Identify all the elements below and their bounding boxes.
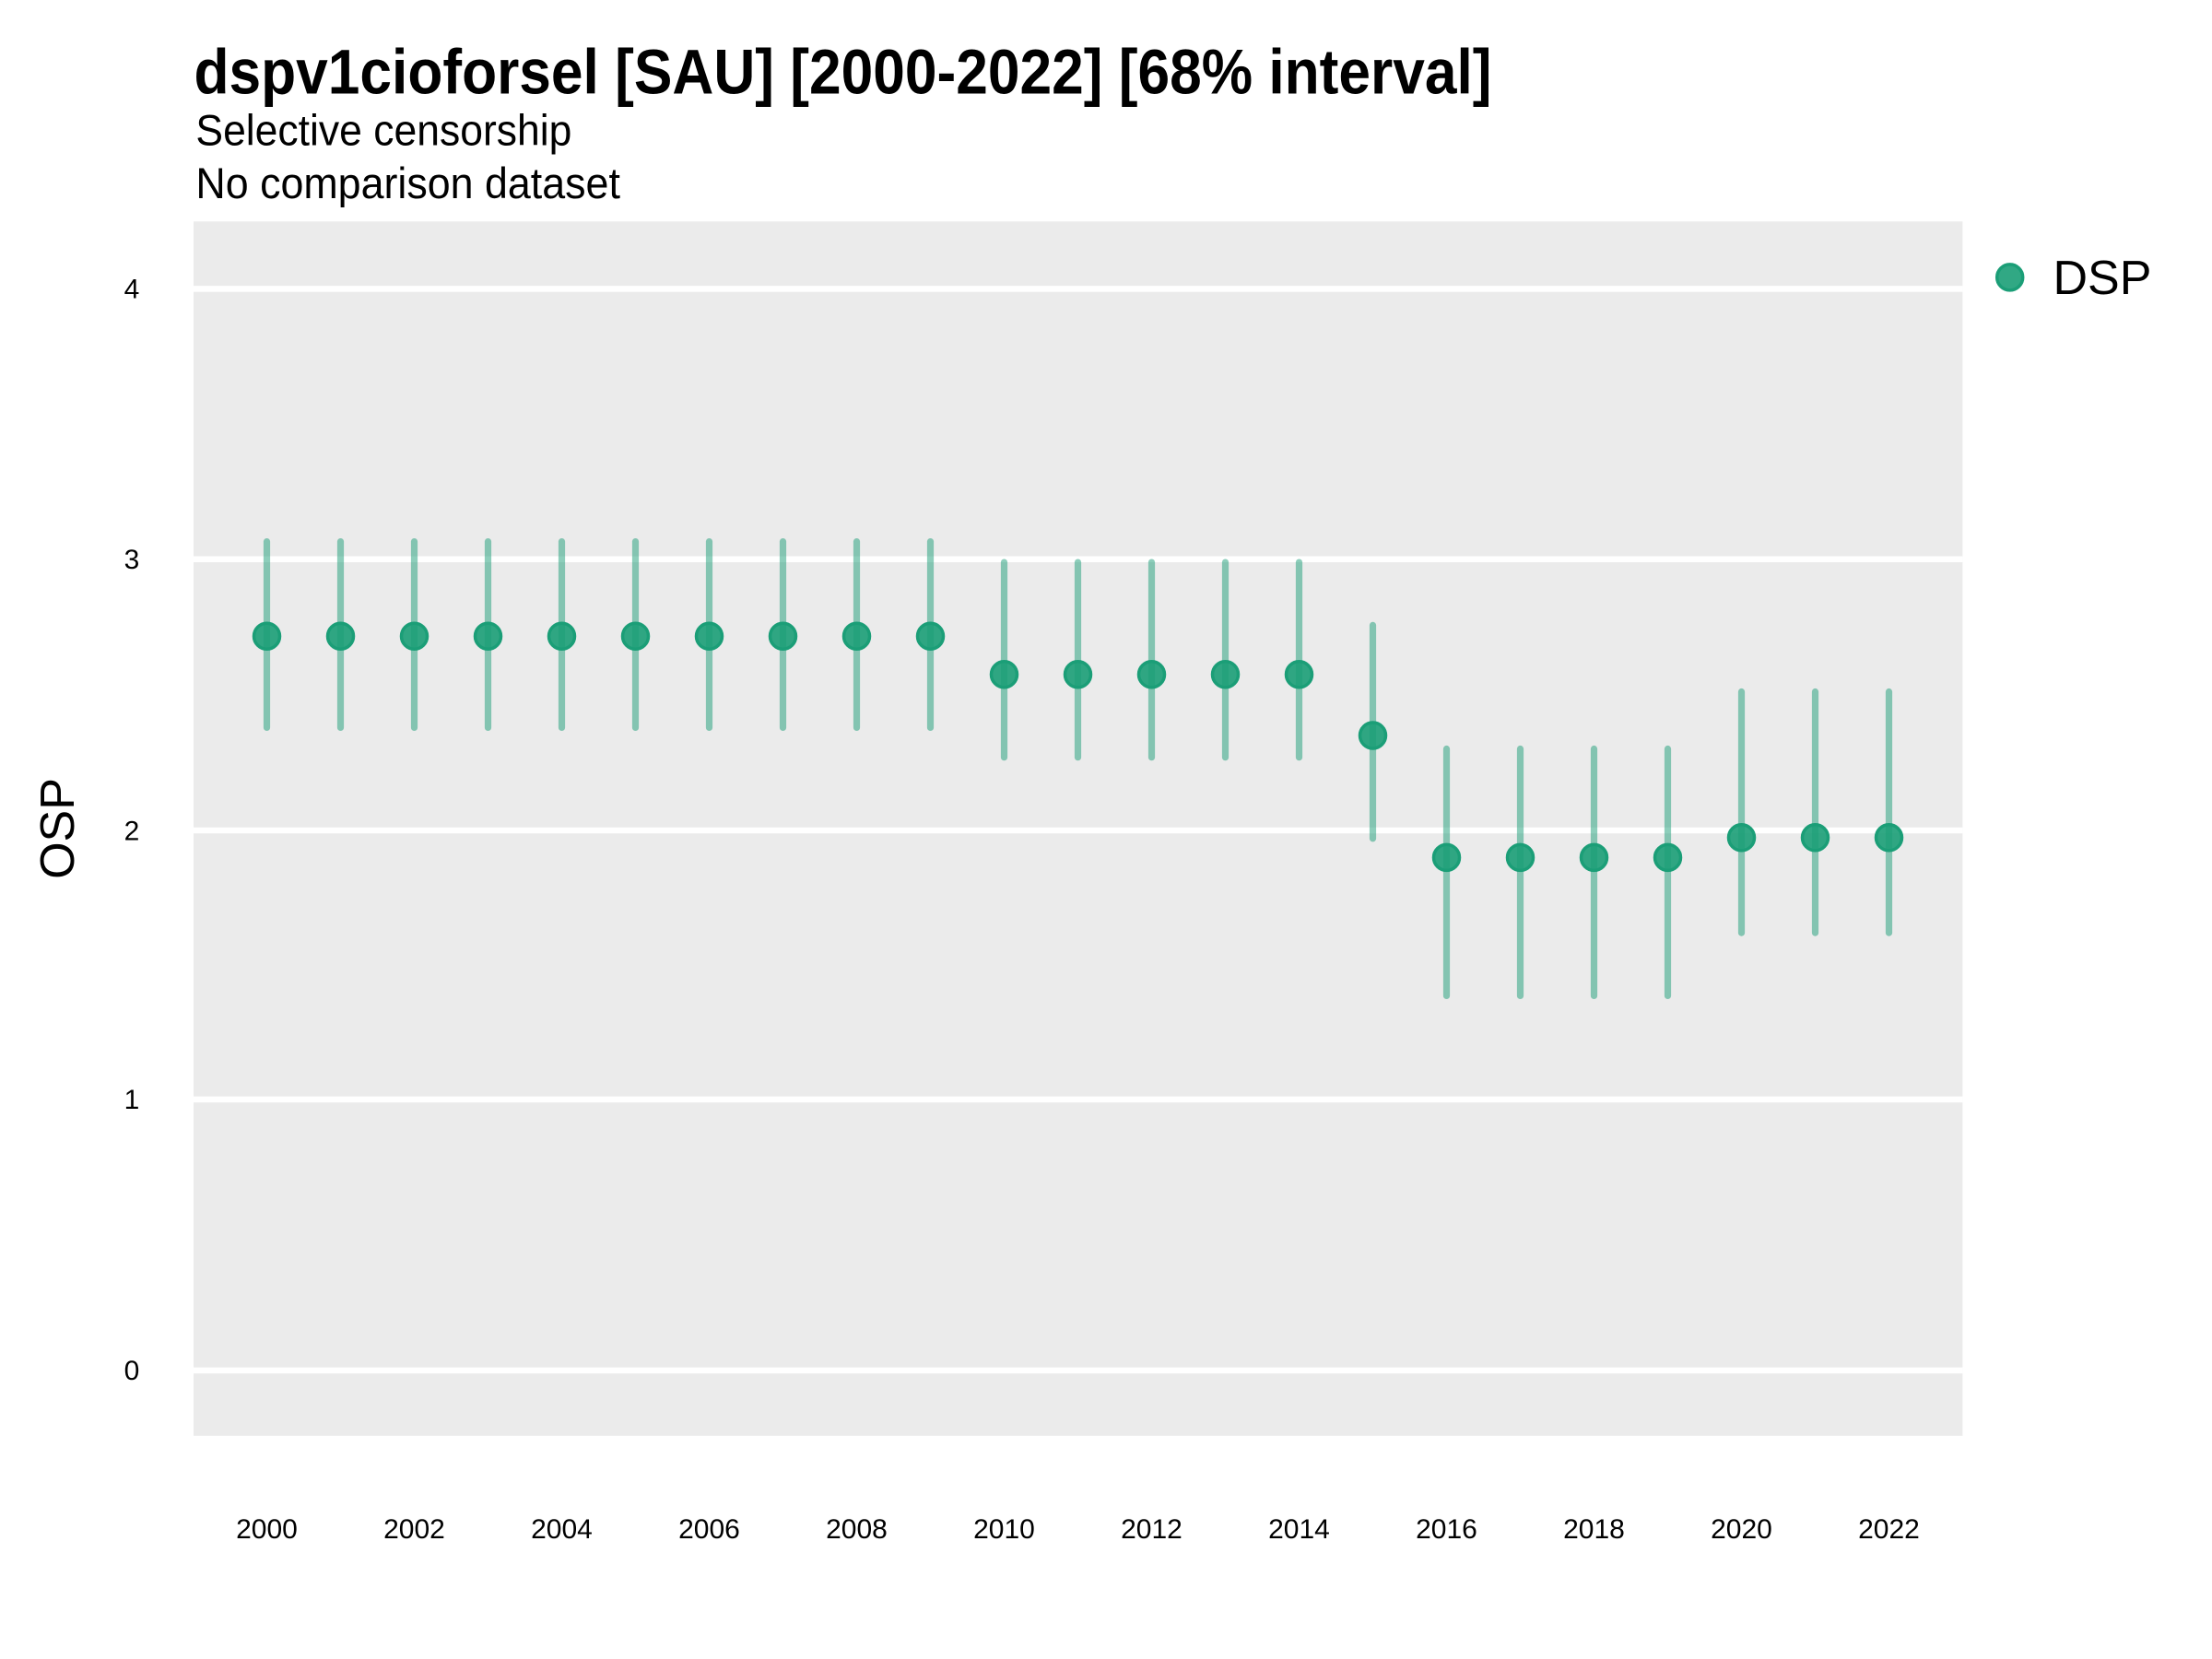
- svg-text:0: 0: [124, 1356, 140, 1386]
- svg-text:4: 4: [124, 275, 140, 305]
- svg-text:2008: 2008: [826, 1514, 888, 1545]
- svg-text:DSP: DSP: [2053, 252, 2152, 305]
- svg-text:2000: 2000: [236, 1514, 298, 1545]
- svg-text:Selective censorship: Selective censorship: [195, 105, 571, 154]
- svg-text:2016: 2016: [1416, 1514, 1477, 1545]
- svg-text:2002: 2002: [383, 1514, 445, 1545]
- svg-text:2012: 2012: [1121, 1514, 1182, 1545]
- svg-text:2010: 2010: [973, 1514, 1035, 1545]
- svg-text:2014: 2014: [1268, 1514, 1330, 1545]
- svg-text:No comparison dataset: No comparison dataset: [195, 159, 620, 207]
- svg-text:1: 1: [124, 1085, 140, 1115]
- svg-text:OSP: OSP: [31, 778, 85, 879]
- svg-text:2022: 2022: [1858, 1514, 1920, 1545]
- svg-text:2004: 2004: [531, 1514, 593, 1545]
- svg-text:2020: 2020: [1711, 1514, 1772, 1545]
- svg-text:2006: 2006: [678, 1514, 740, 1545]
- svg-text:2: 2: [124, 816, 140, 846]
- svg-text:3: 3: [124, 545, 140, 575]
- svg-text:2018: 2018: [1563, 1514, 1625, 1545]
- svg-text:dspv1cioforsel [SAU] [2000-202: dspv1cioforsel [SAU] [2000-2022] [68% in…: [194, 36, 1492, 107]
